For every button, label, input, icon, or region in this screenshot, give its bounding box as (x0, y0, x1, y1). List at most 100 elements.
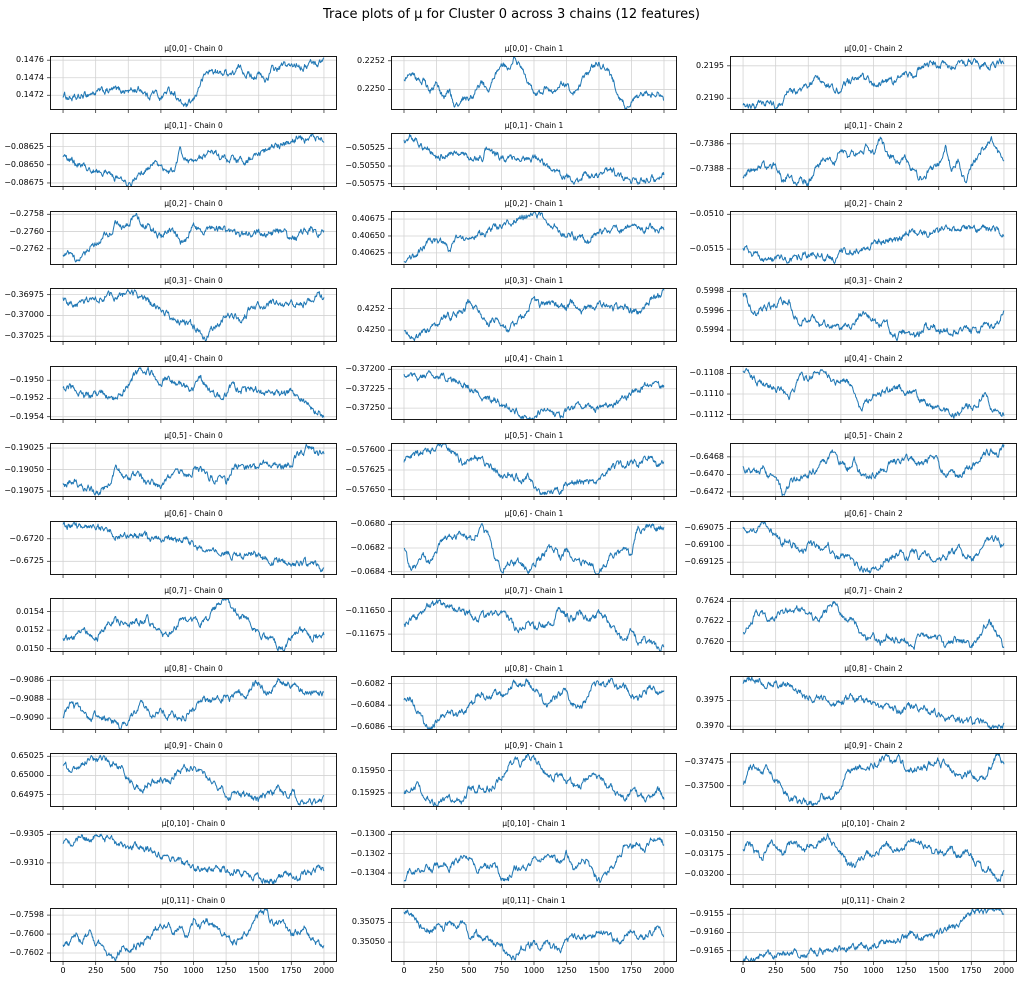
y-tick-label: 0.35050 (351, 937, 385, 947)
trace-line-chart (47, 133, 337, 190)
y-tick-label: −0.7388 (689, 163, 724, 173)
subplot-title: μ[0,11] - Chain 0 (161, 896, 226, 905)
x-tick-label: 1500 (248, 966, 269, 975)
y-tick-label: 0.15925 (351, 787, 385, 797)
y-tick-label: 0.7624 (696, 596, 724, 606)
trace-line-chart (727, 288, 1017, 345)
subplot-title: μ[0,11] - Chain 1 (502, 896, 566, 905)
y-tick-label: −0.37500 (684, 780, 724, 790)
trace-line-chart (727, 211, 1017, 268)
trace-line-chart (388, 908, 677, 965)
y-tick-label: 0.1472 (16, 90, 44, 100)
y-tick-label: −0.37475 (684, 757, 724, 766)
trace-line-chart (388, 443, 677, 500)
subplot-title: μ[0,1] - Chain 1 (504, 121, 564, 130)
x-tick-label: 0 (60, 966, 66, 975)
x-tick-label: 1500 (588, 966, 610, 975)
subplot-title: μ[0,2] - Chain 2 (844, 199, 903, 208)
subplot-title: μ[0,8] - Chain 1 (504, 664, 564, 673)
y-tick-label: −0.57600 (345, 445, 385, 455)
y-tick-label: 0.3970 (696, 721, 724, 731)
trace-line-chart (388, 56, 677, 113)
y-tick-label: −0.6084 (350, 700, 385, 710)
y-tick-label: −0.6082 (350, 678, 385, 688)
x-tick-label: 2000 (653, 966, 675, 975)
y-tick-label: 0.7622 (696, 616, 724, 626)
y-tick-label: −0.1954 (9, 411, 44, 421)
y-tick-label: 0.2250 (357, 84, 385, 94)
y-tick-label: −0.1110 (689, 389, 724, 399)
y-tick-label: 0.3975 (696, 695, 724, 705)
y-tick-label: −0.0682 (350, 543, 385, 552)
y-tick-label: 0.40650 (351, 230, 385, 240)
y-tick-label: −0.9160 (689, 927, 724, 937)
y-tick-label: −0.9088 (9, 694, 44, 704)
x-tick-label: 250 (88, 966, 104, 975)
y-tick-label: −0.37025 (4, 331, 44, 341)
y-tick-label: 0.1474 (16, 72, 44, 82)
trace-line-chart (388, 288, 677, 345)
x-tick-label: 1000 (183, 966, 204, 975)
y-tick-label: −0.69100 (684, 540, 724, 550)
y-tick-label: 0.5998 (696, 286, 724, 296)
y-tick-label: 0.15950 (351, 765, 385, 775)
trace-line-chart (727, 831, 1017, 888)
y-tick-label: −0.6468 (689, 451, 724, 461)
subplot-title: μ[0,3] - Chain 1 (504, 276, 564, 285)
trace-line-chart (727, 908, 1017, 965)
x-tick-label: 1250 (215, 966, 237, 975)
x-tick-label: 500 (461, 966, 477, 975)
y-tick-label: −0.9165 (689, 945, 724, 955)
y-tick-label: 0.4252 (357, 303, 385, 313)
y-tick-label: −0.6086 (350, 721, 385, 731)
subplot-title: μ[0,8] - Chain 0 (164, 664, 223, 673)
trace-line-chart (388, 366, 677, 423)
x-tick-label: 1000 (863, 966, 884, 975)
x-tick-label: 1750 (281, 966, 302, 975)
y-tick-label: −0.6725 (9, 556, 44, 566)
trace-line-chart (727, 56, 1017, 113)
y-tick-label: −0.1952 (9, 393, 44, 403)
y-tick-label: −0.0515 (689, 244, 724, 254)
trace-line-chart (47, 908, 337, 965)
y-tick-label: −0.19025 (4, 443, 44, 453)
y-tick-label: −0.37250 (345, 403, 385, 413)
x-tick-label: 1250 (556, 966, 577, 975)
y-tick-label: −0.0510 (689, 209, 724, 219)
y-tick-label: −0.19050 (4, 464, 44, 474)
subplot-title: μ[0,4] - Chain 1 (504, 354, 564, 363)
subplot-title: μ[0,10] - Chain 2 (841, 819, 906, 828)
subplot-title: μ[0,2] - Chain 1 (504, 199, 564, 208)
y-tick-label: 0.40625 (351, 247, 385, 257)
x-tick-label: 2000 (313, 966, 335, 975)
trace-line-chart (47, 676, 337, 733)
subplot-title: μ[0,5] - Chain 1 (504, 431, 564, 440)
y-tick-label: −0.03200 (684, 869, 724, 879)
y-tick-label: 0.0154 (16, 606, 44, 616)
y-tick-label: −0.1112 (689, 409, 724, 419)
y-tick-label: −0.11675 (345, 629, 385, 639)
trace-line-chart (47, 56, 337, 113)
trace-line-chart (727, 366, 1017, 423)
x-tick-label: 750 (153, 966, 169, 975)
y-tick-label: −0.37000 (4, 310, 44, 320)
subplot-title: μ[0,6] - Chain 0 (164, 509, 223, 518)
subplot-title: μ[0,1] - Chain 0 (164, 121, 223, 130)
y-tick-label: −0.7598 (9, 910, 44, 920)
y-tick-label: 0.2190 (696, 93, 724, 103)
y-tick-label: 0.5996 (696, 305, 724, 315)
y-tick-label: −0.19075 (4, 486, 44, 496)
x-tick-label: 0 (401, 966, 407, 975)
trace-line-chart (388, 831, 677, 888)
x-tick-label: 1000 (523, 966, 545, 975)
trace-line-chart (47, 211, 337, 268)
x-tick-label: 1500 (928, 966, 949, 975)
trace-line-chart (727, 521, 1017, 578)
subplot-title: μ[0,5] - Chain 2 (844, 431, 903, 440)
y-tick-label: 0.0152 (16, 625, 44, 635)
trace-line-chart (388, 211, 677, 268)
x-tick-label: 1750 (961, 966, 982, 975)
subplot-title: μ[0,2] - Chain 0 (164, 199, 223, 208)
y-tick-label: −0.6472 (689, 486, 724, 496)
